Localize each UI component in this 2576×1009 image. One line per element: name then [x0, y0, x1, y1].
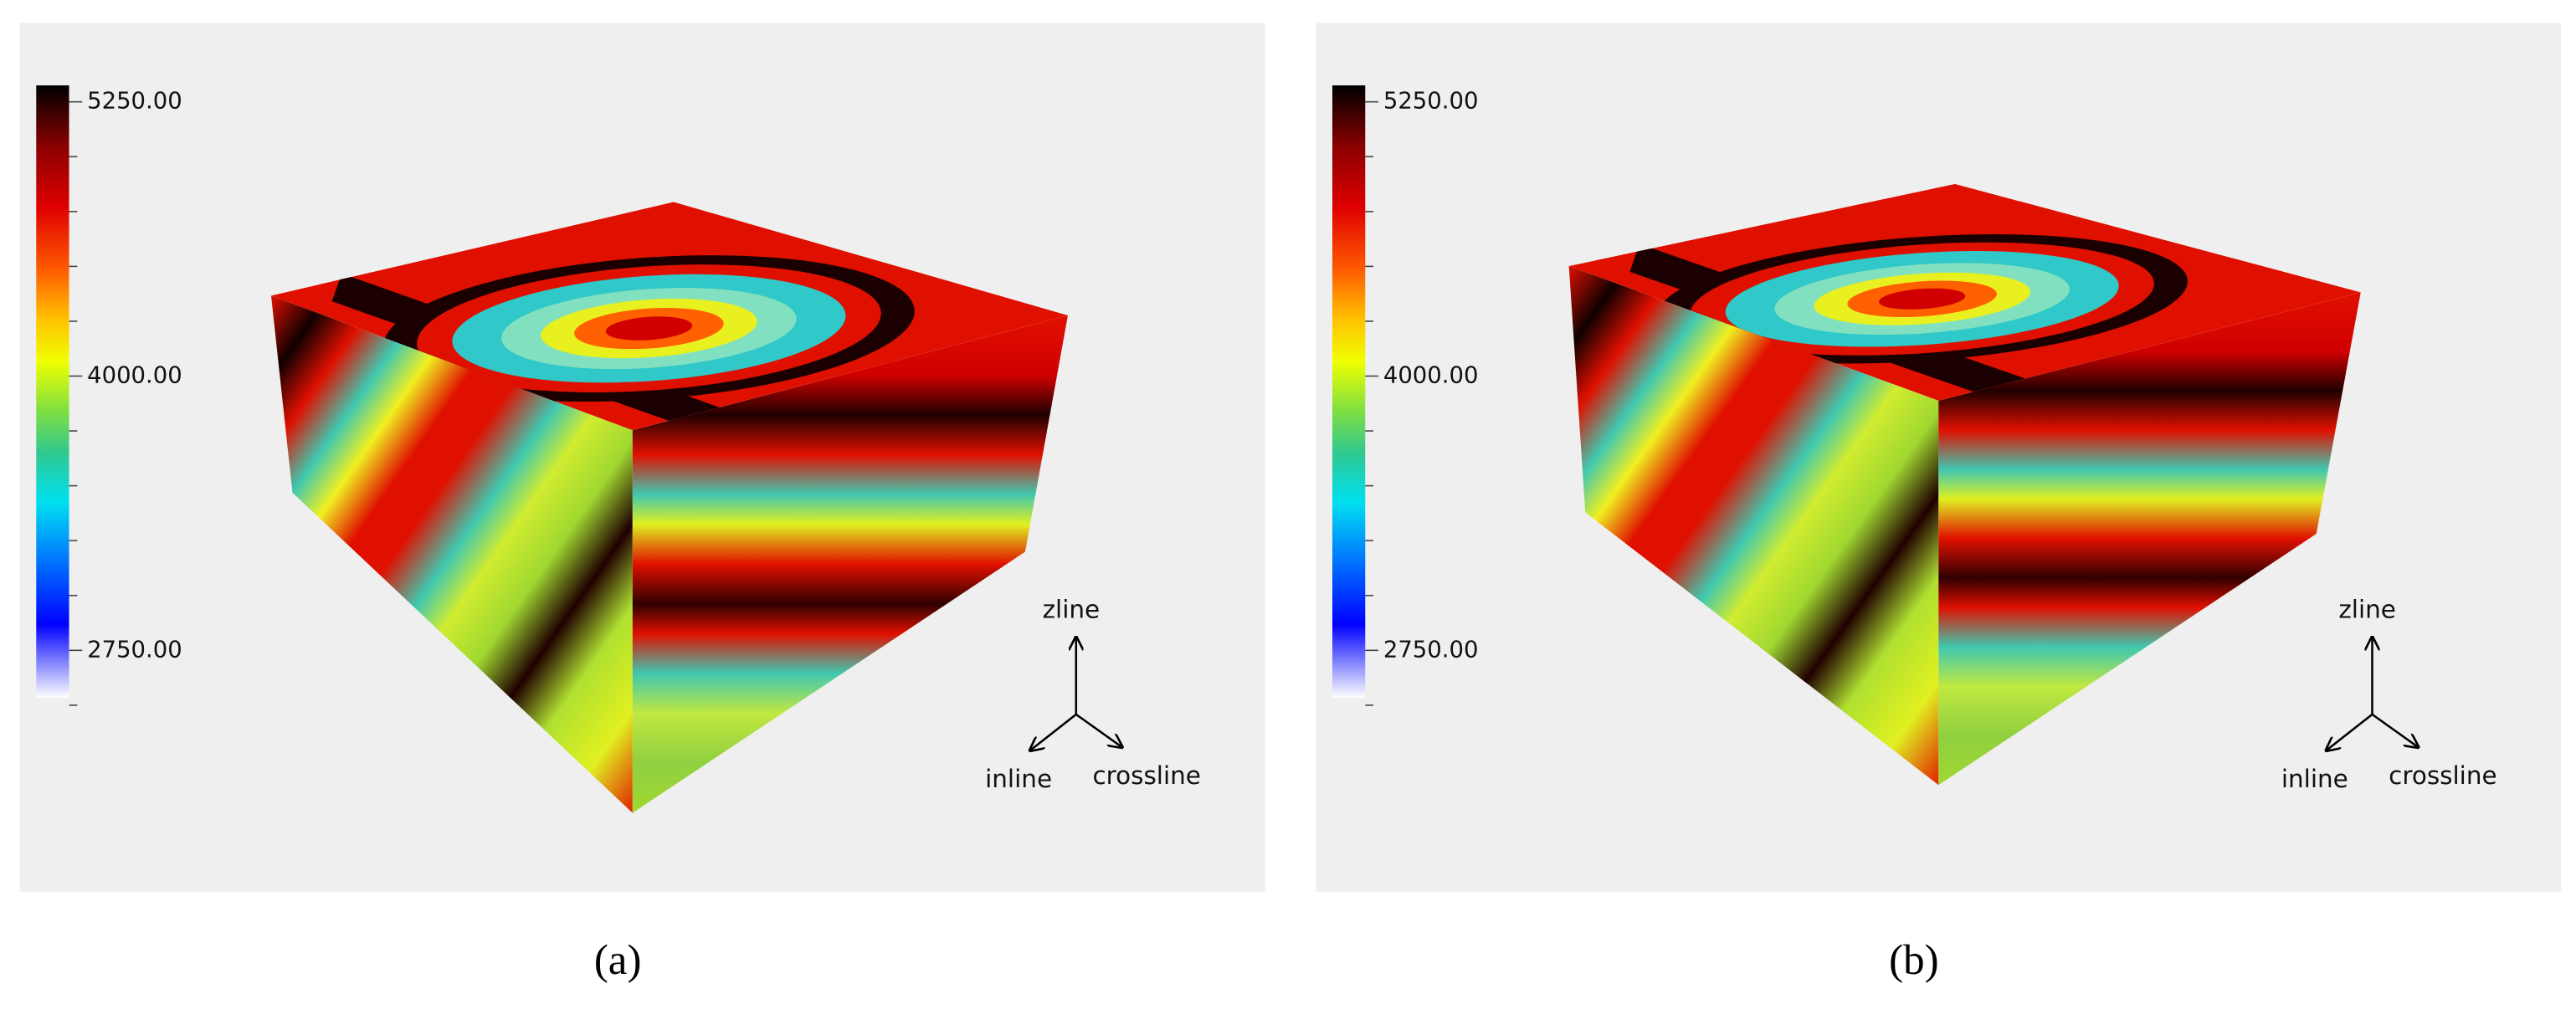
- colorbar-tick-label: 5250.00: [87, 88, 182, 115]
- volume-right-face: [632, 315, 1068, 813]
- axis-arrow: [2371, 713, 2419, 747]
- colorbar-tick-label: 4000.00: [1383, 362, 1479, 389]
- panel: 5250.00 4000.00 2750.00 zline inline crosslin…: [19, 23, 1265, 984]
- colorbar-tick-label: 5250.00: [1383, 88, 1479, 115]
- panel: 5250.00 4000.00 2750.00 zline inline crosslin…: [1316, 23, 2562, 984]
- axis-label: inline: [2281, 765, 2348, 793]
- ring: [605, 316, 693, 341]
- colorbar-tick-label: 4000.00: [87, 362, 182, 389]
- volume-top-face: [1568, 183, 2361, 401]
- colorbar-tick-label: 2750.00: [87, 636, 182, 663]
- axis-label: crossline: [2389, 761, 2496, 790]
- volume-right-face: [1938, 292, 2361, 786]
- ring: [1878, 288, 1966, 310]
- volume-top-face: [270, 202, 1068, 431]
- axis-arrow: [2327, 713, 2373, 750]
- colorbar-tick-label: 2750.00: [1383, 636, 1479, 663]
- panel-caption: (b): [1889, 937, 1939, 984]
- axis-arrow: [1030, 713, 1077, 750]
- axis-arrow: [1075, 713, 1122, 747]
- volume-left-face: [1568, 265, 1939, 786]
- colorbar: [36, 85, 69, 699]
- panel-caption: (a): [594, 937, 642, 984]
- axis-label: zline: [2338, 596, 2396, 624]
- axis-label: inline: [985, 765, 1052, 793]
- volume-left-face: [270, 295, 633, 813]
- colorbar: [1332, 85, 1366, 699]
- axis-label: crossline: [1092, 761, 1200, 790]
- axis-label: zline: [1043, 596, 1101, 624]
